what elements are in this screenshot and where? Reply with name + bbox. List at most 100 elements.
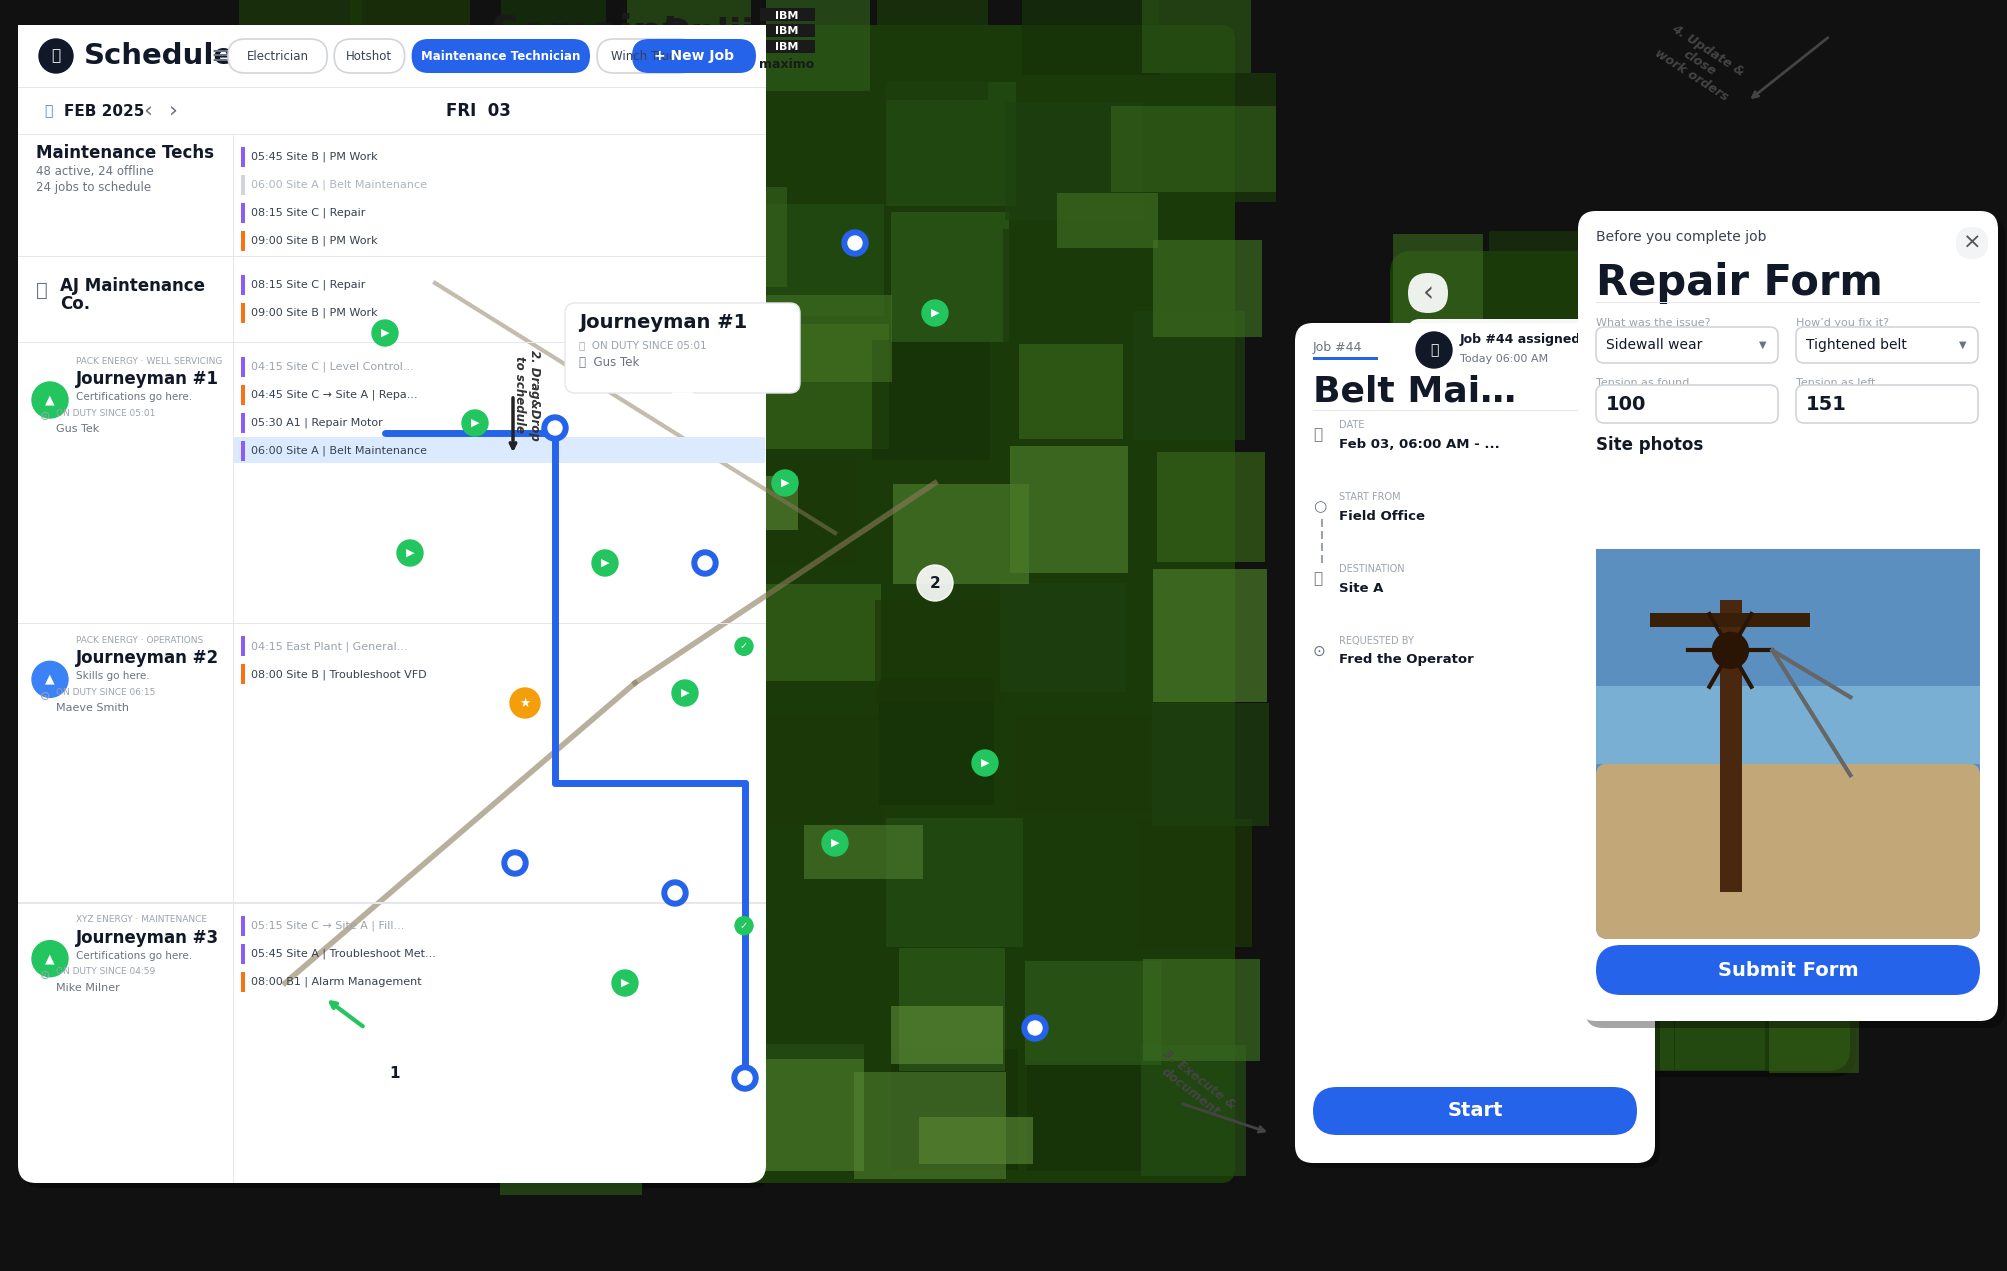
Bar: [18, 133, 765, 135]
Bar: [1393, 234, 1483, 350]
Bar: [1056, 193, 1158, 248]
Bar: [1024, 961, 1160, 1065]
Bar: [241, 231, 245, 250]
Text: ▼: ▼: [1959, 341, 1965, 350]
Text: ▶: ▶: [620, 977, 628, 988]
Circle shape: [32, 383, 68, 418]
Text: FEB 2025: FEB 2025: [64, 103, 145, 118]
Circle shape: [397, 540, 423, 566]
Bar: [893, 484, 1028, 583]
Text: ▲: ▲: [46, 672, 54, 686]
FancyBboxPatch shape: [1794, 327, 1977, 364]
Bar: [18, 56, 765, 86]
Bar: [506, 819, 638, 927]
Bar: [871, 341, 989, 460]
Text: Tension as left: Tension as left: [1794, 377, 1875, 388]
Bar: [1142, 72, 1274, 202]
Text: 3. Execute &
document: 3. Execute & document: [1150, 1047, 1238, 1125]
Text: Certifications go here.: Certifications go here.: [76, 951, 193, 961]
Bar: [604, 479, 759, 548]
FancyBboxPatch shape: [18, 25, 765, 1183]
Text: PACK ENERGY · WELL SERVICING: PACK ENERGY · WELL SERVICING: [76, 356, 223, 366]
Bar: [634, 477, 797, 530]
Text: AJ Maintenance: AJ Maintenance: [60, 277, 205, 295]
Text: ≡: ≡: [211, 44, 231, 69]
Bar: [223, 461, 361, 572]
Bar: [241, 357, 245, 377]
Bar: [241, 915, 245, 935]
Bar: [620, 463, 755, 563]
Bar: [1387, 724, 1477, 839]
Circle shape: [548, 421, 562, 435]
Bar: [620, 919, 731, 1049]
Circle shape: [735, 916, 753, 934]
Bar: [1580, 233, 1670, 347]
Text: ▶: ▶: [831, 838, 839, 848]
Bar: [630, 71, 765, 193]
Text: ▲: ▲: [46, 952, 54, 965]
Bar: [634, 830, 745, 948]
Bar: [1142, 960, 1258, 1061]
Bar: [18, 86, 765, 88]
Text: PACK ENERGY · OPERATIONS: PACK ENERGY · OPERATIONS: [76, 636, 203, 644]
Circle shape: [821, 830, 847, 855]
Bar: [1381, 829, 1471, 944]
Text: Repair Form: Repair Form: [1596, 262, 1883, 304]
Bar: [747, 295, 891, 383]
Text: Schedule: Schedule: [84, 42, 235, 70]
Bar: [759, 8, 815, 22]
Text: 2: 2: [929, 576, 939, 591]
Bar: [1110, 105, 1274, 192]
Bar: [1004, 229, 1118, 344]
Bar: [899, 948, 1004, 1071]
Bar: [1586, 350, 1676, 464]
Text: 24 jobs to schedule: 24 jobs to schedule: [36, 180, 151, 193]
Bar: [1768, 836, 1858, 951]
Bar: [480, 722, 618, 830]
Text: ⊙: ⊙: [40, 411, 50, 423]
Text: 05:30 A1 | Repair Motor: 05:30 A1 | Repair Motor: [251, 418, 383, 428]
Text: ▶: ▶: [470, 418, 480, 428]
Circle shape: [668, 886, 682, 900]
Circle shape: [502, 850, 528, 876]
Bar: [1674, 955, 1764, 1070]
Bar: [765, 716, 883, 824]
Bar: [239, 1068, 355, 1171]
Text: Oplii: Oplii: [660, 17, 753, 51]
Text: Journeyman #3: Journeyman #3: [76, 929, 219, 947]
Text: 1. Sync in
work orders: 1. Sync in work orders: [267, 29, 351, 103]
Text: Job #44: Job #44: [1313, 341, 1361, 353]
Circle shape: [1698, 430, 1722, 452]
Circle shape: [739, 1071, 753, 1085]
Circle shape: [1644, 413, 1656, 425]
Bar: [500, 1077, 642, 1195]
Bar: [1596, 549, 1979, 685]
Bar: [351, 705, 494, 821]
Circle shape: [917, 566, 953, 601]
Text: What was the issue?: What was the issue?: [1596, 318, 1710, 328]
Text: Sidewall wear: Sidewall wear: [1606, 338, 1702, 352]
Circle shape: [371, 320, 397, 346]
FancyBboxPatch shape: [1596, 327, 1776, 364]
Text: Fred the Operator: Fred the Operator: [1339, 653, 1473, 666]
Text: Co.: Co.: [60, 295, 90, 313]
Circle shape: [38, 39, 72, 72]
Text: ›: ›: [169, 100, 177, 119]
FancyBboxPatch shape: [1407, 319, 1830, 381]
Text: 151: 151: [1804, 394, 1846, 413]
Bar: [500, 953, 622, 1075]
Bar: [241, 302, 245, 323]
Text: Field Office: Field Office: [1339, 510, 1425, 522]
Bar: [1152, 240, 1260, 337]
Text: Maeve Smith: Maeve Smith: [56, 703, 128, 713]
Bar: [371, 203, 506, 322]
Bar: [361, 74, 538, 172]
Bar: [1489, 231, 1578, 346]
Bar: [1156, 452, 1264, 562]
Bar: [891, 1049, 1018, 1171]
Text: 08:15 Site C | Repair: 08:15 Site C | Repair: [251, 280, 365, 290]
Circle shape: [1477, 519, 1501, 543]
Bar: [723, 187, 787, 287]
Bar: [233, 582, 355, 704]
Text: Ɛemaint: Ɛemaint: [490, 13, 682, 55]
